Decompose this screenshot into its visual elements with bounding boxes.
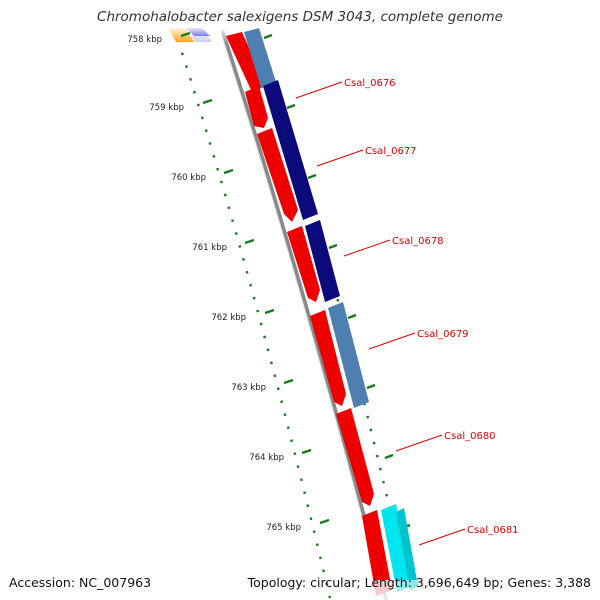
tick-758: 758 kbp: [127, 31, 191, 45]
outer-ticks: [263, 33, 411, 530]
gene-label-csal-0681: Csal_0681: [467, 525, 519, 536]
tick-762: 762 kbp: [211, 308, 275, 323]
partial-features-top: [150, 26, 240, 44]
steel-block-0676: [244, 28, 276, 88]
cyan-block-0681: [381, 504, 412, 592]
genome-summary-text: Topology: circular; Length: 3,696,649 bp…: [247, 575, 591, 590]
svg-text:758 kbp: 758 kbp: [127, 35, 162, 45]
navy-block-0678: [305, 220, 340, 302]
gene-label-csal-0680: Csal_0680: [444, 431, 496, 442]
gene-label-csal-0677: Csal_0677: [365, 146, 417, 157]
svg-text:763 kbp: 763 kbp: [231, 383, 266, 393]
gene-leaders: [295, 81, 466, 546]
cds-arrows[interactable]: [226, 32, 410, 600]
feature-blocks[interactable]: [244, 28, 435, 600]
cds-arrow-0677b: [257, 128, 298, 222]
gene-label-csal-0676: Csal_0676: [344, 78, 396, 89]
gene-label-csal-0678: Csal_0678: [392, 236, 444, 247]
tick-760: 760 kbp: [171, 168, 234, 183]
svg-text:760 kbp: 760 kbp: [171, 173, 206, 183]
tick-765: 765 kbp: [266, 518, 330, 533]
gene-label-csal-0679: Csal_0679: [417, 329, 469, 340]
steel-block-0679: [328, 302, 369, 408]
kbp-ticks: 758 kbp 759 kbp 760 kbp 761 kbp 762 kbp …: [127, 31, 330, 533]
cds-arrow-0680: [336, 408, 374, 506]
cds-arrow-0679: [310, 310, 346, 406]
navy-block-0677: [263, 80, 318, 220]
tick-763: 763 kbp: [231, 378, 294, 393]
tick-764: 764 kbp: [249, 448, 312, 463]
map-title: Chromohalobacter salexigens DSM 3043, co…: [97, 9, 503, 25]
accession-text: Accession: NC_007963: [9, 575, 152, 590]
gene-labels[interactable]: Csal_0676 Csal_0677 Csal_0678 Csal_0679 …: [344, 78, 519, 536]
tick-759: 759 kbp: [149, 98, 213, 113]
cds-arrow-0678: [287, 226, 320, 302]
svg-text:762 kbp: 762 kbp: [211, 313, 246, 323]
cds-arrow-0676: [226, 32, 266, 92]
svg-text:759 kbp: 759 kbp: [149, 103, 184, 113]
svg-text:761 kbp: 761 kbp: [192, 243, 227, 253]
cds-arrow-0677a: [245, 86, 268, 128]
cyan-block-0681b: [396, 508, 418, 590]
cds-arrow-0681: [362, 510, 392, 596]
tick-guide-outer: [260, 41, 412, 599]
genome-backbone: [220, 29, 388, 600]
genome-backbone-highlight: [219, 29, 385, 600]
tick-761: 761 kbp: [192, 238, 255, 253]
svg-text:764 kbp: 764 kbp: [249, 453, 284, 463]
svg-text:765 kbp: 765 kbp: [266, 523, 301, 533]
